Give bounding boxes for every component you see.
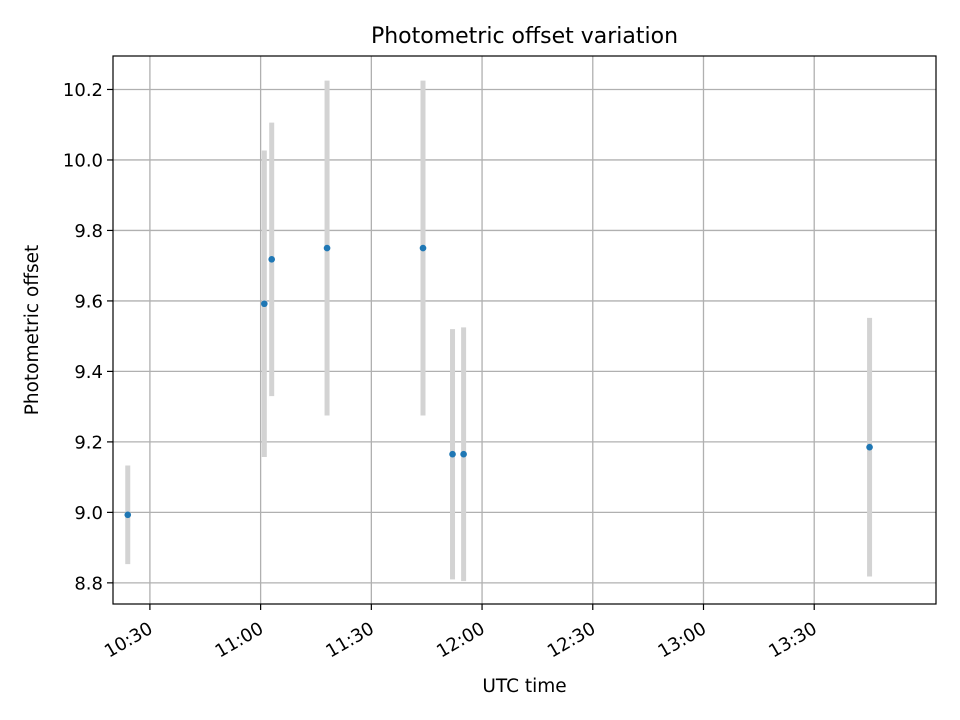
y-tick-label: 9.6 [74,291,103,312]
data-point [449,451,456,458]
data-point [268,256,275,263]
y-tick-label: 8.8 [74,573,103,594]
data-point [460,451,467,458]
data-point [261,300,268,307]
y-axis-label: Photometric offset [22,245,43,416]
data-point [324,245,331,252]
x-axis-label: UTC time [482,676,566,697]
y-tick-label: 10.2 [63,80,103,101]
y-tick-label: 9.2 [74,432,103,453]
y-tick-label: 10.0 [63,150,103,171]
y-tick-label: 9.0 [74,503,103,524]
data-point [124,512,131,519]
y-tick-label: 9.8 [74,221,103,242]
chart-title: Photometric offset variation [371,24,678,49]
y-tick-label: 9.4 [74,362,103,383]
data-point [420,245,427,252]
data-point [866,444,873,451]
